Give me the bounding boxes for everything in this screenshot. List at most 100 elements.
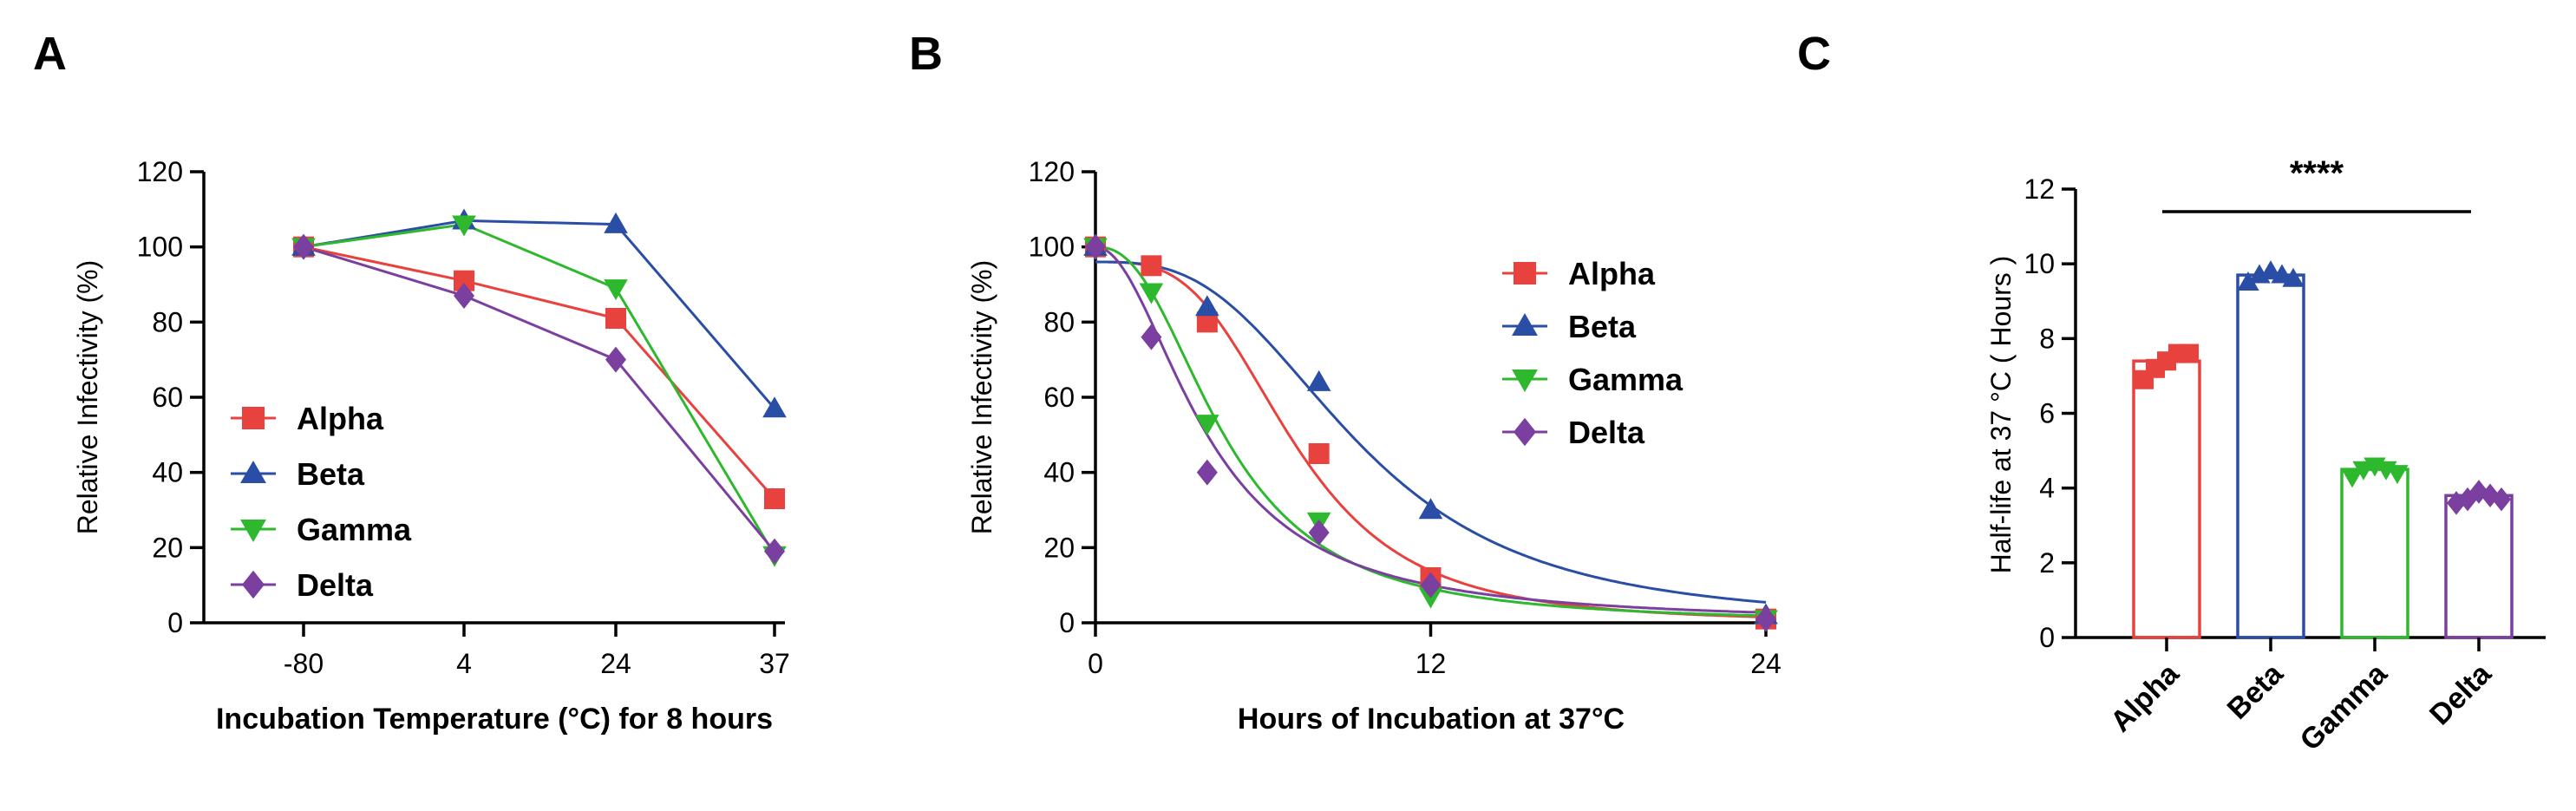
data-point-b-delta	[1755, 605, 1776, 632]
panel-a: A 0 20 40 60 80 100 120 -80 4 24 37 Incubation Tempe…	[33, 28, 790, 736]
legend-label-a-beta: Beta	[297, 456, 365, 492]
y-tick-label-b: 40	[1043, 457, 1075, 488]
panel-label-b: B	[909, 28, 943, 80]
data-point-c-alpha	[2180, 343, 2199, 363]
data-point-c-beta	[2282, 267, 2305, 287]
legend-marker-b-gamma	[1512, 369, 1538, 392]
x-tick-label-c-delta: Delta	[2423, 657, 2498, 731]
data-point-a-delta	[293, 233, 314, 260]
data-point-a-beta	[604, 212, 628, 233]
y-tick-label-a: 80	[152, 306, 183, 337]
legend-label-a-gamma: Gamma	[297, 512, 412, 547]
legend-label-b-delta: Delta	[1568, 415, 1645, 450]
data-point-c-delta	[2492, 487, 2511, 512]
fit-curve-b-beta	[1095, 260, 1767, 604]
legend-marker-b-delta	[1514, 417, 1536, 447]
significance-label-c: ****	[2290, 154, 2344, 193]
y-tick-label-a: 60	[152, 382, 183, 413]
legend-label-a-delta: Delta	[297, 567, 374, 603]
legend-marker-a-alpha	[242, 407, 265, 429]
data-point-b-delta	[1420, 572, 1442, 598]
y-tick-label-b: 100	[1029, 232, 1075, 263]
x-tick-label-c-gamma: Gamma	[2294, 657, 2395, 757]
bar-c-delta	[2444, 494, 2514, 639]
series-line-a-delta	[303, 245, 776, 553]
data-point-c-beta	[2237, 271, 2259, 291]
data-point-b-beta	[1195, 295, 1219, 317]
series-line-a-beta	[303, 219, 776, 409]
y-tick-label-b: 0	[1059, 607, 1075, 638]
data-point-a-beta	[762, 396, 787, 418]
data-point-b-gamma	[1195, 415, 1219, 436]
bar-c-beta	[2236, 273, 2305, 639]
data-point-b-gamma	[1139, 283, 1164, 304]
y-tick-label-c: 8	[2039, 323, 2055, 354]
data-point-a-alpha	[764, 488, 785, 509]
y-tick-label-b: 120	[1029, 156, 1075, 187]
y-tick-label-a: 120	[137, 156, 183, 187]
y-axis-label-c: Half-life at 37 °C ( Hours )	[1985, 256, 2017, 574]
x-tick-label-c-beta: Beta	[2221, 657, 2291, 726]
data-point-b-delta	[1196, 459, 1218, 486]
data-point-a-delta	[764, 538, 785, 565]
panel-label-a: A	[33, 28, 67, 80]
x-tick-label-a: 4	[456, 648, 472, 679]
x-tick-label-a: 24	[600, 648, 631, 679]
legend-label-b-alpha: Alpha	[1568, 256, 1656, 291]
y-tick-label-b: 60	[1043, 382, 1075, 413]
legend-marker-a-delta	[242, 570, 265, 599]
y-tick-label-c: 2	[2039, 547, 2055, 579]
x-tick-label-a: -80	[284, 648, 324, 679]
y-tick-label-c: 4	[2039, 473, 2055, 504]
legend-marker-a-gamma	[240, 519, 266, 542]
y-tick-label-c: 12	[2024, 173, 2055, 205]
legend-label-b-beta: Beta	[1568, 309, 1637, 344]
x-axis-label-b: Hours of Incubation at 37°C	[1238, 703, 1625, 736]
y-tick-label-c: 6	[2039, 398, 2055, 429]
y-tick-label-a: 0	[167, 607, 183, 638]
y-axis-label-a: Relative Infectivity (%)	[72, 260, 103, 535]
legend-marker-b-alpha	[1514, 262, 1536, 285]
x-tick-label-c-alpha: Alpha	[2104, 657, 2186, 738]
data-point-b-beta	[1306, 370, 1331, 391]
y-tick-label-b: 80	[1043, 306, 1075, 337]
x-tick-label-b: 24	[1750, 648, 1782, 679]
series-line-a-alpha	[303, 245, 776, 500]
legend-label-b-gamma: Gamma	[1568, 362, 1684, 397]
bar-c-gamma	[2340, 468, 2409, 639]
data-point-a-delta	[454, 283, 474, 309]
x-tick-label-b: 12	[1415, 648, 1447, 679]
x-tick-label-a: 37	[759, 648, 790, 679]
y-tick-label-b: 20	[1043, 532, 1075, 563]
data-point-b-delta	[1141, 324, 1162, 350]
data-point-b-delta	[1085, 233, 1106, 260]
data-point-a-alpha	[605, 308, 626, 329]
fit-curve-b-delta	[1095, 245, 1767, 614]
y-tick-label-c: 10	[2024, 248, 2055, 279]
x-tick-label-b: 0	[1088, 648, 1103, 679]
legend-label-a-alpha: Alpha	[297, 401, 384, 436]
y-tick-label-a: 20	[152, 532, 183, 563]
panel-b: B 0 20 40 60 80 100 120 0 12 24 Hours of Incubation…	[909, 28, 1782, 736]
panel-label-c: C	[1797, 28, 1831, 80]
data-point-b-beta	[1418, 498, 1443, 520]
data-point-a-gamma	[604, 279, 628, 301]
data-point-b-alpha	[1141, 255, 1162, 277]
data-point-c-gamma	[2386, 465, 2409, 485]
legend-marker-a-beta	[240, 461, 266, 484]
series-line-a-gamma	[303, 223, 776, 556]
fit-curve-b-gamma	[1095, 245, 1766, 618]
panel-c: C 0 2 4 6 8 10 12 Half-life at 37 °C ( Hours ) Al…	[1797, 28, 2546, 757]
data-point-b-alpha	[1308, 443, 1330, 464]
y-tick-label-a: 100	[137, 232, 183, 263]
bar-c-alpha	[2132, 359, 2201, 639]
data-point-c-gamma	[2341, 468, 2364, 488]
y-axis-label-b: Relative Infectivity (%)	[966, 260, 997, 535]
data-point-b-delta	[1308, 520, 1330, 546]
y-tick-label-c: 0	[2039, 622, 2055, 653]
legend-marker-b-beta	[1512, 313, 1538, 337]
data-point-a-gamma	[452, 215, 476, 237]
y-tick-label-a: 40	[152, 457, 183, 488]
x-axis-label-a: Incubation Temperature (°C) for 8 hours	[216, 703, 773, 736]
